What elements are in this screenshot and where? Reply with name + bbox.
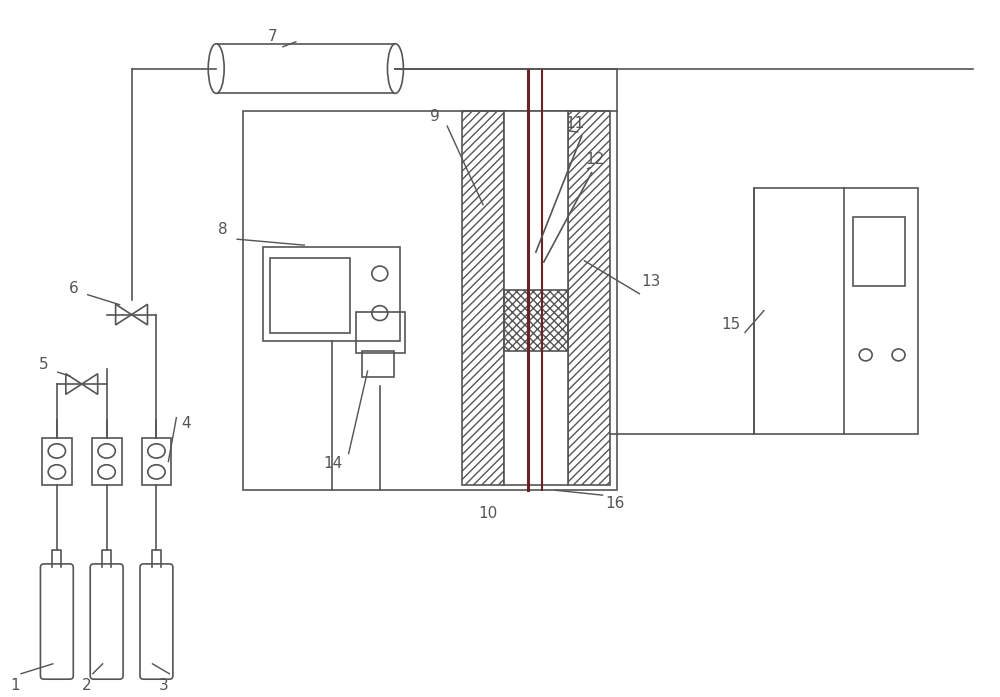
Bar bbox=[754, 187, 918, 434]
Bar bbox=[504, 112, 568, 485]
Text: 5: 5 bbox=[39, 357, 49, 372]
Text: 9: 9 bbox=[430, 109, 440, 123]
Text: 10: 10 bbox=[478, 505, 498, 521]
Bar bbox=[216, 44, 395, 93]
Polygon shape bbox=[82, 374, 98, 395]
Polygon shape bbox=[132, 305, 147, 325]
Text: 15: 15 bbox=[721, 317, 741, 332]
Text: 1: 1 bbox=[10, 678, 20, 693]
Text: 16: 16 bbox=[605, 496, 624, 511]
Polygon shape bbox=[116, 305, 132, 325]
Ellipse shape bbox=[387, 44, 403, 93]
Bar bbox=[263, 247, 400, 342]
Text: 14: 14 bbox=[323, 456, 342, 471]
Bar bbox=[270, 258, 350, 333]
Ellipse shape bbox=[208, 44, 224, 93]
Bar bbox=[243, 112, 617, 490]
Bar bbox=[568, 112, 610, 485]
Text: 11: 11 bbox=[565, 116, 584, 130]
Bar bbox=[356, 312, 405, 353]
Text: 6: 6 bbox=[69, 282, 79, 296]
Text: 2: 2 bbox=[82, 678, 92, 693]
Text: 13: 13 bbox=[642, 275, 661, 289]
Bar bbox=[42, 438, 72, 485]
Polygon shape bbox=[66, 374, 82, 395]
Text: 12: 12 bbox=[585, 153, 604, 167]
Bar bbox=[362, 351, 394, 377]
Bar bbox=[142, 438, 171, 485]
Text: 7: 7 bbox=[268, 29, 278, 45]
Bar bbox=[92, 438, 122, 485]
Text: 8: 8 bbox=[218, 222, 228, 237]
Bar bbox=[853, 217, 905, 286]
Text: 4: 4 bbox=[182, 416, 191, 431]
Bar bbox=[462, 112, 504, 485]
Bar bbox=[504, 290, 568, 351]
Text: 3: 3 bbox=[159, 678, 168, 693]
